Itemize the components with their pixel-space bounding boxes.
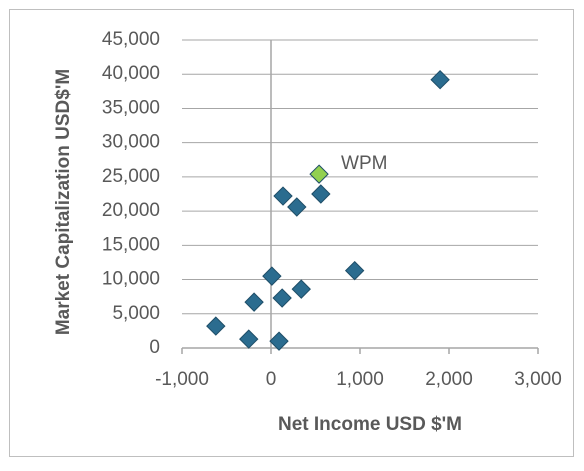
point xyxy=(344,260,365,281)
point xyxy=(206,316,226,336)
x-tick-label: 3,000 xyxy=(514,369,562,390)
y-tick-label: 30,000 xyxy=(102,132,160,153)
point xyxy=(273,186,293,206)
point xyxy=(239,329,259,349)
point xyxy=(311,184,331,204)
y-tick-label: 10,000 xyxy=(102,269,160,290)
x-axis-title: Net Income USD $'M xyxy=(278,414,462,435)
point xyxy=(309,164,329,184)
point xyxy=(287,197,307,217)
point xyxy=(272,288,292,308)
y-tick-label: 40,000 xyxy=(102,63,160,84)
point xyxy=(269,331,289,351)
y-tick-label: 45,000 xyxy=(102,29,160,50)
x-tick-label: 1,000 xyxy=(336,369,384,390)
y-tick-label: 20,000 xyxy=(102,200,160,221)
x-tick-label: 2,000 xyxy=(425,369,473,390)
x-tick-label: -1,000 xyxy=(155,369,209,390)
chart-frame xyxy=(9,9,574,457)
data-label: WPM xyxy=(341,153,387,174)
point xyxy=(262,266,282,286)
y-tick-label: 25,000 xyxy=(102,166,160,187)
x-tick-label: 0 xyxy=(266,369,277,390)
point xyxy=(291,279,311,299)
point xyxy=(244,292,264,312)
point xyxy=(430,69,450,90)
y-tick-label: 15,000 xyxy=(102,234,160,255)
y-tick-label: 5,000 xyxy=(112,303,160,324)
y-axis-title: Market Capitalization USD$'M xyxy=(53,69,74,335)
y-tick-label: 0 xyxy=(149,337,160,358)
y-tick-label: 35,000 xyxy=(102,97,160,118)
